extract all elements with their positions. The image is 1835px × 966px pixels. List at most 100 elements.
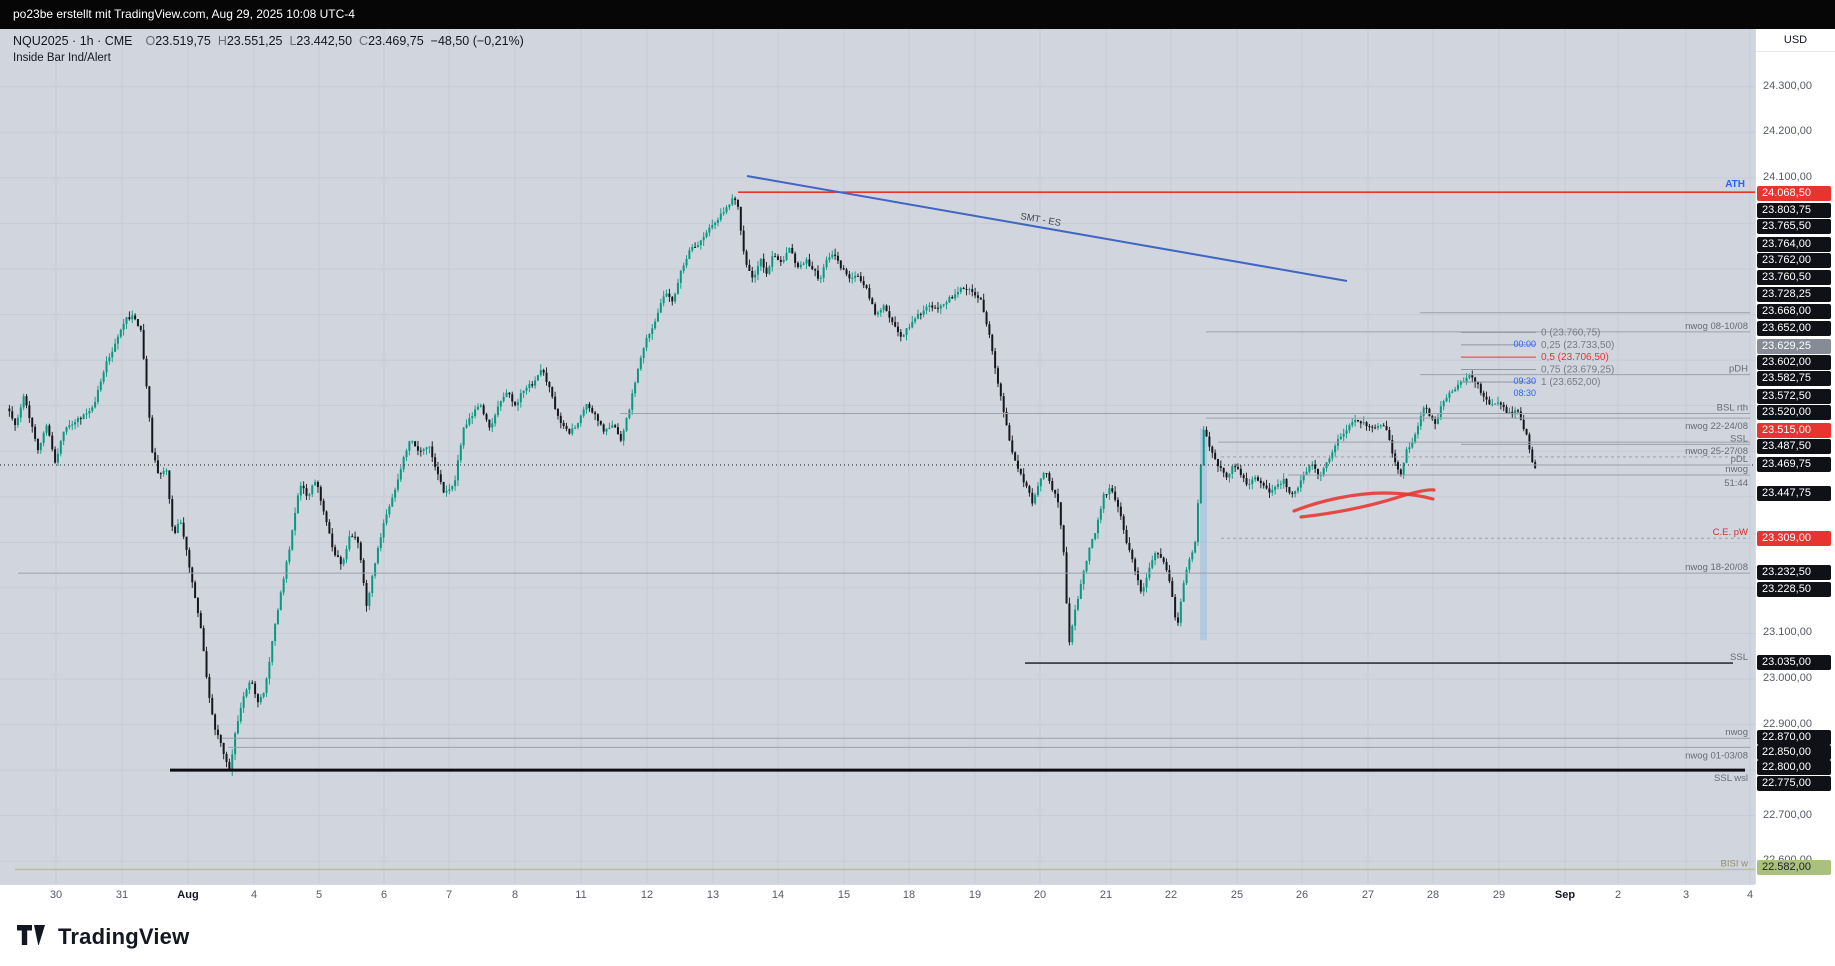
session-highlight-band (1200, 428, 1207, 641)
currency-label[interactable]: USD (1756, 29, 1835, 52)
price-level-label: 23.728,25 (1757, 287, 1831, 302)
level-label-bsl-rth: BSL rth (1717, 402, 1748, 413)
level-label-bisi-w: BISI w (1721, 858, 1749, 869)
time-tick: 20 (1033, 889, 1047, 901)
price-level-label: 23.469,75 (1757, 457, 1831, 472)
time-tick: 6 (380, 889, 388, 901)
price-level-label: 22.850,00 (1757, 745, 1831, 760)
time-tick: 4 (1746, 889, 1754, 901)
price-level-label: 23.520,00 (1757, 405, 1831, 420)
level-label-pdh: pDH (1729, 364, 1748, 375)
level-label-nwog-2527: nwog 25-27/08 (1685, 446, 1748, 457)
price-level-label: 23.447,75 (1757, 486, 1831, 501)
legend-line: NQU2025 · 1h · CME O23.519,75 H23.551,25 L2… (13, 34, 524, 48)
tradingview-logo-icon[interactable] (14, 921, 48, 954)
ohlc-value: 23.519,75 (155, 34, 211, 48)
price-level-label: 23.629,25 (1757, 339, 1831, 354)
level-label-nwog-0810: nwog 08-10/08 (1685, 321, 1748, 332)
time-tick: 21 (1099, 889, 1113, 901)
ath-label: ATH (1725, 179, 1745, 190)
attribution-text: po23be erstellt mit TradingView.com, Aug… (13, 7, 355, 21)
ohlc-key: O (145, 34, 156, 48)
time-tick: 15 (837, 889, 851, 901)
session-time-label: 09:30 (1513, 376, 1536, 386)
time-tick: 4 (250, 889, 258, 901)
fib-label: 0 (23.760,75) (1541, 327, 1601, 338)
price-level-label: 22.870,00 (1757, 730, 1831, 745)
time-tick: 29 (1492, 889, 1506, 901)
time-tick: 13 (706, 889, 720, 901)
attribution-bar: po23be erstellt mit TradingView.com, Aug… (0, 0, 1835, 29)
candlesticks[interactable] (8, 194, 1537, 776)
session-time-label: 08:30 (1513, 388, 1536, 398)
tradingview-wordmark[interactable]: TradingView (58, 924, 190, 949)
level-label-ce-pw: C.E. pW (1713, 527, 1748, 538)
level-label-ssl-wsl: SSL wsl (1714, 773, 1748, 784)
symbol-legend: NQU2025 · 1h · CME O23.519,75 H23.551,25 L2… (13, 34, 524, 64)
ohlc-value: 23.469,75 (368, 34, 424, 48)
price-level-label: 24.068,50 (1757, 186, 1831, 201)
price-level-label: 23.762,00 (1757, 253, 1831, 268)
level-label-nwog-23447: nwog (1725, 464, 1748, 475)
price-tick: 22.700,00 (1763, 808, 1812, 821)
time-tick: 25 (1230, 889, 1244, 901)
level-label-pdl: pDL (1731, 454, 1748, 465)
ohlc-key: H (217, 34, 227, 48)
time-axis[interactable]: 30 31 Aug 4 5 6 7 8 11 12 13 14 15 18 19 20 21 22 25 26 27 28… (0, 884, 1755, 908)
red-scribble (1292, 491, 1435, 513)
price-level-label: 23.652,00 (1757, 321, 1831, 336)
price-level-label: 23.765,50 (1757, 219, 1831, 234)
ohlc-key: L (289, 34, 297, 48)
price-level-label: 23.760,50 (1757, 270, 1831, 285)
ohlc-values: O23.519,75 H23.551,25 L23.442,50 C23.469,75 (138, 34, 423, 48)
price-tick: 24.300,00 (1763, 79, 1812, 92)
price-tick: 24.100,00 (1763, 170, 1812, 183)
fib-label: 0,25 (23.733,50) (1541, 340, 1614, 351)
level-label-nwog-2224: nwog 22-24/08 (1685, 421, 1748, 432)
price-tick: 23.100,00 (1763, 626, 1812, 639)
axis-corner (1755, 884, 1835, 908)
level-countdown: 51:44 (1724, 478, 1748, 489)
level-label-nwog-22870: nwog (1725, 727, 1748, 738)
price-level-label: 22.800,00 (1757, 760, 1831, 775)
time-tick: 22 (1164, 889, 1178, 901)
level-label-nwog-1820: nwog 18-20/08 (1685, 562, 1748, 573)
time-tick: 12 (640, 889, 654, 901)
price-level-label: 23.487,50 (1757, 439, 1831, 454)
time-tick: Aug (177, 889, 199, 901)
level-label-ssl-23035: SSL (1730, 652, 1748, 663)
price-tick: 22.900,00 (1763, 717, 1812, 730)
smt-trendline (746, 175, 1348, 282)
time-tick: 26 (1295, 889, 1309, 901)
price-tick: 24.200,00 (1763, 125, 1812, 138)
price-level-label: 22.582,00 (1757, 860, 1831, 875)
price-level-label: 22.775,00 (1757, 776, 1831, 791)
time-tick: 31 (115, 889, 129, 901)
indicator-label[interactable]: Inside Bar Ind/Alert (13, 52, 111, 64)
fib-label: 1 (23.652,00) (1541, 377, 1601, 388)
time-tick: 27 (1361, 889, 1375, 901)
session-time-label: 00:00 (1513, 339, 1536, 349)
red-scribble (1299, 488, 1436, 519)
level-label-nwog-0103: nwog 01-03/08 (1685, 750, 1748, 761)
price-level-label: 23.764,00 (1757, 237, 1831, 252)
level-label-ssl-23515: SSL (1730, 433, 1748, 444)
time-tick: 14 (771, 889, 785, 901)
time-tick: 2 (1614, 889, 1622, 901)
fib-label: 0,5 (23.706,50) (1541, 352, 1609, 363)
symbol-title[interactable]: NQU2025 · 1h · CME (13, 34, 133, 48)
price-level-label: 23.309,00 (1757, 531, 1831, 546)
price-tick: 23.000,00 (1763, 672, 1812, 684)
time-tick: 18 (902, 889, 916, 901)
time-tick: 30 (49, 889, 63, 901)
footer-bar: TradingView (0, 908, 1835, 966)
price-axis[interactable]: USD 24.300,00 24.200,00 24.100,00 23.100,00… (1755, 29, 1835, 884)
time-tick: 28 (1426, 889, 1440, 901)
price-level-label: 23.582,75 (1757, 371, 1831, 386)
time-tick: 8 (511, 889, 519, 901)
ohlc-key: C (359, 34, 369, 48)
time-tick: 3 (1682, 889, 1690, 901)
fib-label: 0,75 (23.679,25) (1541, 365, 1614, 376)
